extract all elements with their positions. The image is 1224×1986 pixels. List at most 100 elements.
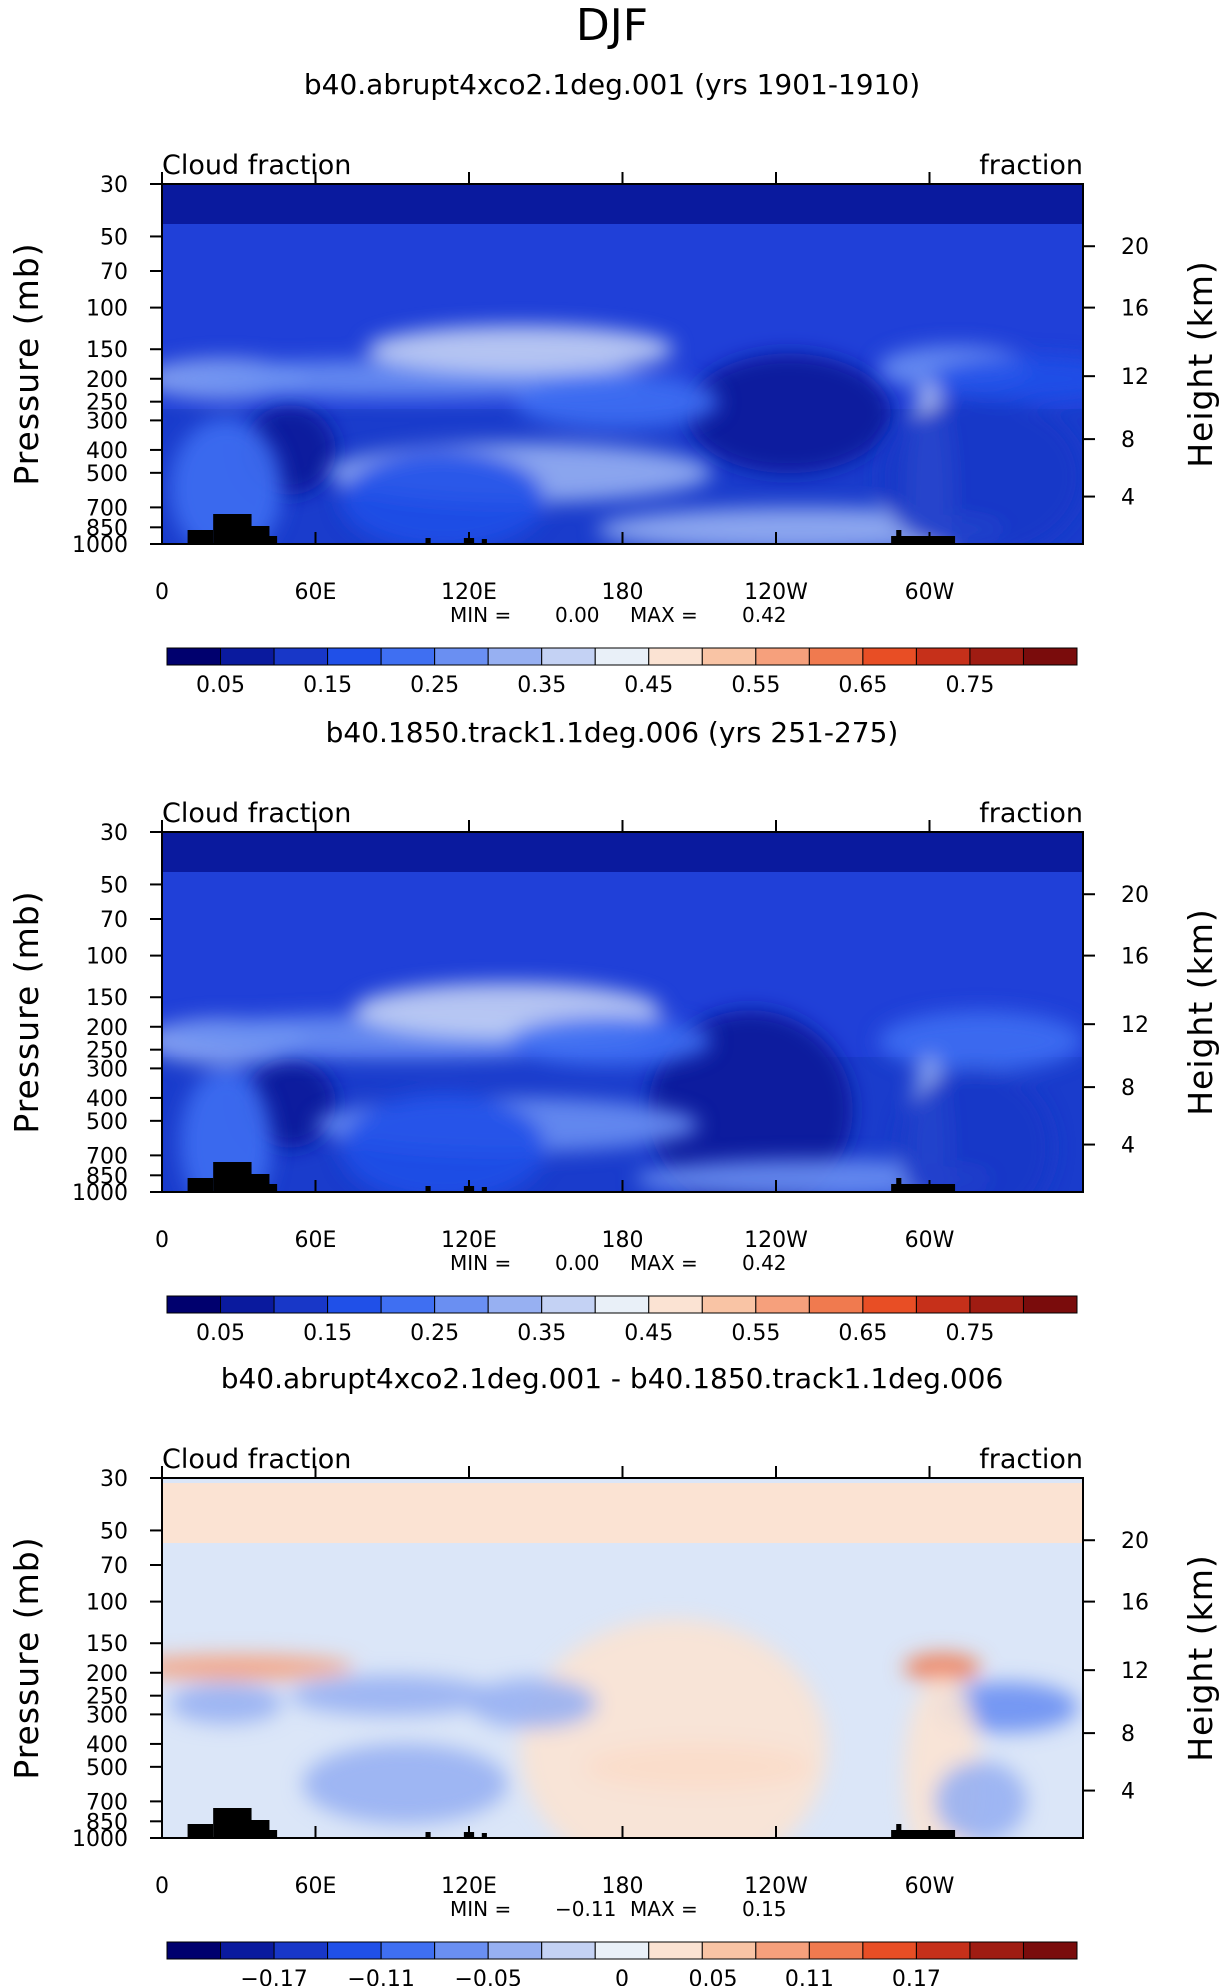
colorbar-swatch: [434, 1295, 489, 1314]
right-string: fraction: [979, 798, 1083, 829]
topography: [481, 1833, 487, 1838]
topography: [896, 1178, 902, 1192]
y-tick-label: 850: [86, 1164, 128, 1189]
topography: [425, 1186, 431, 1192]
contour-field: [162, 184, 1083, 544]
colorbar-tick-label: 0.35: [517, 1321, 566, 1346]
topography: [891, 536, 956, 544]
colorbar-swatch: [487, 1941, 543, 1960]
x-tick-label: 120W: [744, 1874, 808, 1899]
colorbar-tick-label: 0.65: [838, 1321, 887, 1346]
y-tick-label: 200: [86, 368, 128, 393]
min-label: MIN =: [450, 603, 511, 627]
colorbar-swatch: [220, 1295, 275, 1314]
colorbar: −0.17 −0.11 −0.05 0 0.05 0.11 0.17: [166, 1941, 1078, 1986]
colorbar-swatch: [327, 1941, 382, 1960]
colorbar-swatch: [862, 647, 917, 666]
min-value: 0.00: [555, 1251, 600, 1275]
y-tick-label: 700: [86, 496, 128, 521]
colorbar-tick-label: 0: [615, 1967, 629, 1986]
colorbar-swatch: [701, 1295, 757, 1314]
y-tick-label: 150: [86, 1632, 128, 1657]
field-feature: [934, 1761, 1027, 1838]
field-feature: [169, 1683, 283, 1724]
field-feature: [179, 1067, 272, 1192]
upper-layer: [162, 1483, 1083, 1543]
colorbar-tick-label: 0.75: [945, 673, 994, 698]
colorbar-swatch: [808, 647, 864, 666]
colorbar-tick-label: 0.65: [838, 673, 887, 698]
x-tick-label: 60W: [905, 580, 955, 605]
topography: [425, 538, 431, 544]
colorbar-swatch: [701, 647, 757, 666]
y-tick-label: 50: [100, 873, 128, 898]
field-minimum: [686, 353, 892, 474]
topography: [481, 1187, 487, 1192]
colorbar-tick-label: 0.15: [303, 673, 352, 698]
colorbar: 0.05 0.15 0.25 0.35 0.45 0.55 0.65 0.75: [166, 1295, 1078, 1346]
left-string: Cloud fraction: [162, 150, 351, 181]
chart-title: b40.1850.track1.1deg.006 (yrs 251-275): [326, 716, 899, 749]
min-label: MIN =: [450, 1251, 511, 1275]
topography: [187, 530, 214, 544]
x-tick-label: 60W: [905, 1228, 955, 1253]
colorbar-swatch: [434, 1941, 489, 1960]
y2-tick-label: 12: [1121, 365, 1149, 390]
y-tick-label: 50: [100, 225, 128, 250]
y-axis-label: Pressure (mb): [7, 890, 46, 1133]
y2-tick-label: 4: [1121, 1134, 1135, 1159]
max-label: MAX =: [630, 1897, 698, 1921]
y-tick-label: 700: [86, 1144, 128, 1169]
topography: [896, 1824, 902, 1838]
colorbar-swatch: [755, 1941, 810, 1960]
contour-field: [162, 832, 1083, 1192]
y-tick-label: 70: [100, 260, 128, 285]
colorbar-swatch: [166, 1295, 222, 1314]
colorbar-swatch: [273, 1295, 329, 1314]
y-tick-label: 250: [86, 1039, 128, 1064]
field-feature: [878, 396, 1083, 544]
y2-tick-label: 20: [1121, 235, 1149, 260]
colorbar-swatch: [701, 1941, 757, 1960]
y-tick-label: 100: [86, 945, 128, 970]
field-feature: [878, 1011, 1083, 1072]
colorbar-tick-label: 0.45: [624, 1321, 673, 1346]
y2-axis-label: Height (km): [1181, 908, 1220, 1116]
colorbar-tick-label: 0.15: [303, 1321, 352, 1346]
right-string: fraction: [979, 150, 1083, 181]
y2-axis-label: Height (km): [1181, 260, 1220, 468]
y-tick-label: 250: [86, 391, 128, 416]
colorbar-swatch: [808, 1295, 864, 1314]
topography: [187, 1178, 214, 1192]
colorbar-swatch: [487, 1295, 543, 1314]
right-string: fraction: [979, 1444, 1083, 1475]
colorbar-swatch: [969, 1941, 1024, 1960]
topography: [891, 1830, 956, 1838]
colorbar-swatch: [755, 1295, 810, 1314]
colorbar-swatch: [915, 647, 971, 666]
y2-tick-label: 16: [1121, 945, 1149, 970]
colorbar-swatch: [541, 1941, 596, 1960]
colorbar-swatch: [969, 647, 1024, 666]
y-tick-label: 200: [86, 1662, 128, 1687]
colorbar-tick-label: −0.17: [240, 1967, 307, 1986]
colorbar-swatch: [755, 647, 810, 666]
y2-tick-label: 16: [1121, 297, 1149, 322]
field-feature: [520, 1618, 828, 1838]
colorbar-swatch: [862, 1295, 917, 1314]
y2-tick-label: 4: [1121, 1780, 1135, 1805]
x-tick-label: 0: [155, 580, 169, 605]
y-axis-label: Pressure (mb): [7, 1536, 46, 1779]
y-tick-label: 70: [100, 1554, 128, 1579]
field-feature: [903, 1653, 981, 1682]
y-tick-label: 500: [86, 1110, 128, 1135]
colorbar-swatch: [220, 647, 275, 666]
y-tick-label: 850: [86, 516, 128, 541]
colorbar-tick-label: 0.35: [517, 673, 566, 698]
colorbar-swatch: [380, 647, 436, 666]
colorbar-tick-label: 0.75: [945, 1321, 994, 1346]
field-feature: [341, 1092, 546, 1192]
y-tick-label: 300: [86, 1057, 128, 1082]
y2-tick-label: 4: [1121, 486, 1135, 511]
